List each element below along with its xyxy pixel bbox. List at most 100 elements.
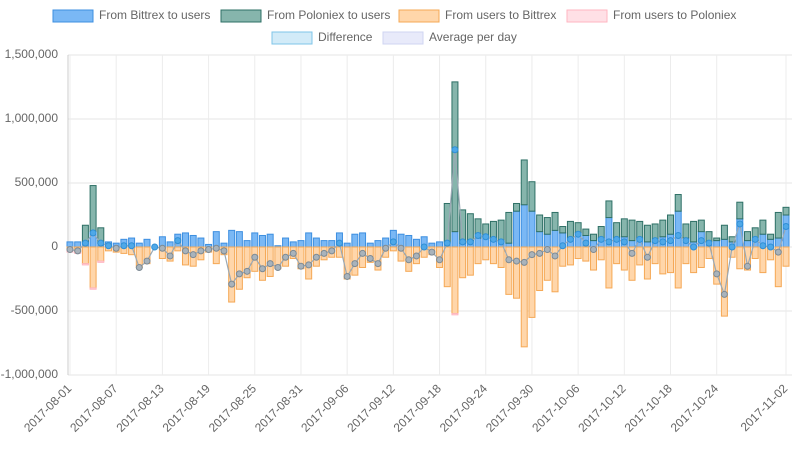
bar [81, 246, 89, 265]
difference-point [97, 239, 105, 247]
difference-point [328, 247, 336, 255]
x-tick-label: 2017-08-25 [206, 381, 260, 435]
bar [513, 210, 521, 248]
bar [320, 240, 328, 248]
bar [89, 287, 97, 290]
difference-point [667, 237, 675, 245]
bar [412, 238, 420, 248]
bar [451, 246, 459, 315]
difference-point [713, 270, 721, 278]
bar [759, 219, 767, 235]
bar [682, 223, 690, 239]
difference-point [482, 233, 490, 241]
bar [513, 246, 521, 299]
legend-swatch [52, 9, 94, 23]
bar [536, 231, 544, 248]
bar [720, 224, 728, 240]
x-tick-label: 2017-08-07 [67, 381, 121, 435]
difference-point [651, 237, 659, 245]
bar [451, 231, 459, 248]
difference-point [451, 146, 459, 154]
difference-point [359, 249, 367, 257]
bar [489, 246, 497, 265]
legend-label: Average per day [429, 30, 517, 44]
bar [528, 246, 536, 318]
difference-point [174, 237, 182, 245]
bar [228, 246, 236, 303]
difference-point [112, 244, 120, 252]
bar [443, 246, 451, 288]
bar [667, 246, 675, 274]
difference-point [104, 242, 112, 250]
difference-point [659, 238, 667, 246]
bar [643, 246, 651, 280]
bar [351, 233, 359, 248]
bar [536, 246, 544, 292]
bar [566, 246, 574, 266]
difference-point [74, 247, 82, 255]
bar [466, 213, 474, 242]
difference-point [66, 246, 74, 254]
bar [220, 242, 228, 248]
difference-point [282, 253, 290, 261]
difference-point [412, 252, 420, 260]
bar [197, 237, 205, 248]
difference-point [443, 239, 451, 247]
difference-point [166, 252, 174, 260]
difference-point [728, 243, 736, 251]
bar [235, 246, 243, 290]
difference-point [520, 258, 528, 266]
difference-point [389, 238, 397, 246]
difference-point [751, 235, 759, 243]
bar [628, 240, 636, 248]
difference-point [366, 255, 374, 263]
bar [520, 159, 528, 206]
bar [520, 246, 528, 348]
difference-point [251, 253, 259, 261]
difference-point [613, 235, 621, 243]
bar [628, 246, 636, 281]
difference-point [382, 244, 390, 252]
bar [713, 240, 721, 248]
difference-point [397, 244, 405, 252]
difference-point [120, 242, 128, 250]
difference-point [274, 263, 282, 271]
bar [782, 214, 790, 248]
bar [505, 242, 513, 248]
bar [405, 234, 413, 248]
difference-point [543, 246, 551, 254]
bar [459, 246, 467, 279]
bar [690, 220, 698, 243]
bar [720, 238, 728, 248]
bar [613, 222, 621, 239]
difference-point [235, 270, 243, 278]
bar [636, 220, 644, 239]
x-tick-label: 2017-09-06 [298, 381, 352, 435]
bar [228, 229, 236, 248]
bar [89, 185, 97, 233]
bar [636, 246, 644, 266]
bar [366, 246, 374, 263]
difference-point [181, 247, 189, 255]
difference-point [590, 246, 598, 254]
bar [651, 246, 659, 265]
x-tick-label: 2017-09-30 [483, 381, 537, 435]
difference-point [682, 237, 690, 245]
difference-point [474, 231, 482, 239]
bar [582, 246, 590, 262]
difference-point [690, 243, 698, 251]
bar [174, 246, 182, 252]
bar [89, 246, 97, 289]
bar [251, 232, 259, 248]
bar [528, 181, 536, 212]
bar [474, 246, 482, 265]
difference-point [81, 239, 89, 247]
bar [697, 246, 705, 268]
y-tick-label: -1,000,000 [1, 367, 59, 381]
difference-point [513, 257, 521, 265]
bar [744, 240, 752, 248]
bar [667, 214, 675, 235]
bar [774, 246, 782, 288]
bar [774, 211, 782, 239]
